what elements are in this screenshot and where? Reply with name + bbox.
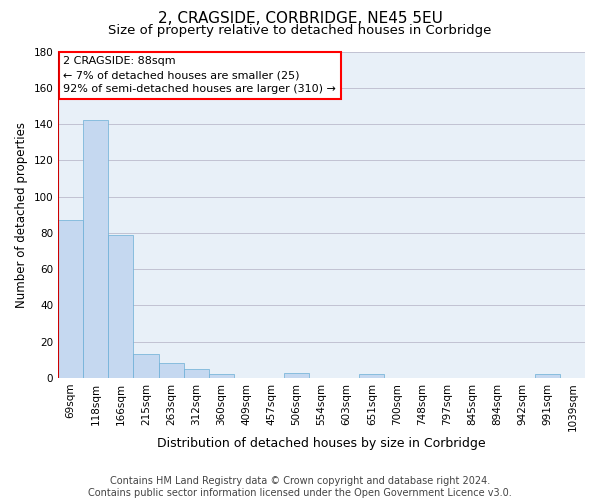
Bar [133, 354, 158, 378]
Bar [58, 220, 83, 378]
Bar [109, 234, 133, 378]
X-axis label: Distribution of detached houses by size in Corbridge: Distribution of detached houses by size … [157, 437, 486, 450]
Text: Size of property relative to detached houses in Corbridge: Size of property relative to detached ho… [109, 24, 491, 37]
Bar [284, 372, 309, 378]
Text: 2, CRAGSIDE, CORBRIDGE, NE45 5EU: 2, CRAGSIDE, CORBRIDGE, NE45 5EU [158, 11, 442, 26]
Text: Contains HM Land Registry data © Crown copyright and database right 2024.
Contai: Contains HM Land Registry data © Crown c… [88, 476, 512, 498]
Text: 2 CRAGSIDE: 88sqm
← 7% of detached houses are smaller (25)
92% of semi-detached : 2 CRAGSIDE: 88sqm ← 7% of detached house… [64, 56, 337, 94]
Y-axis label: Number of detached properties: Number of detached properties [15, 122, 28, 308]
Bar [158, 364, 184, 378]
Bar [359, 374, 385, 378]
Bar [83, 120, 109, 378]
Bar [535, 374, 560, 378]
Bar [209, 374, 234, 378]
Bar [184, 369, 209, 378]
